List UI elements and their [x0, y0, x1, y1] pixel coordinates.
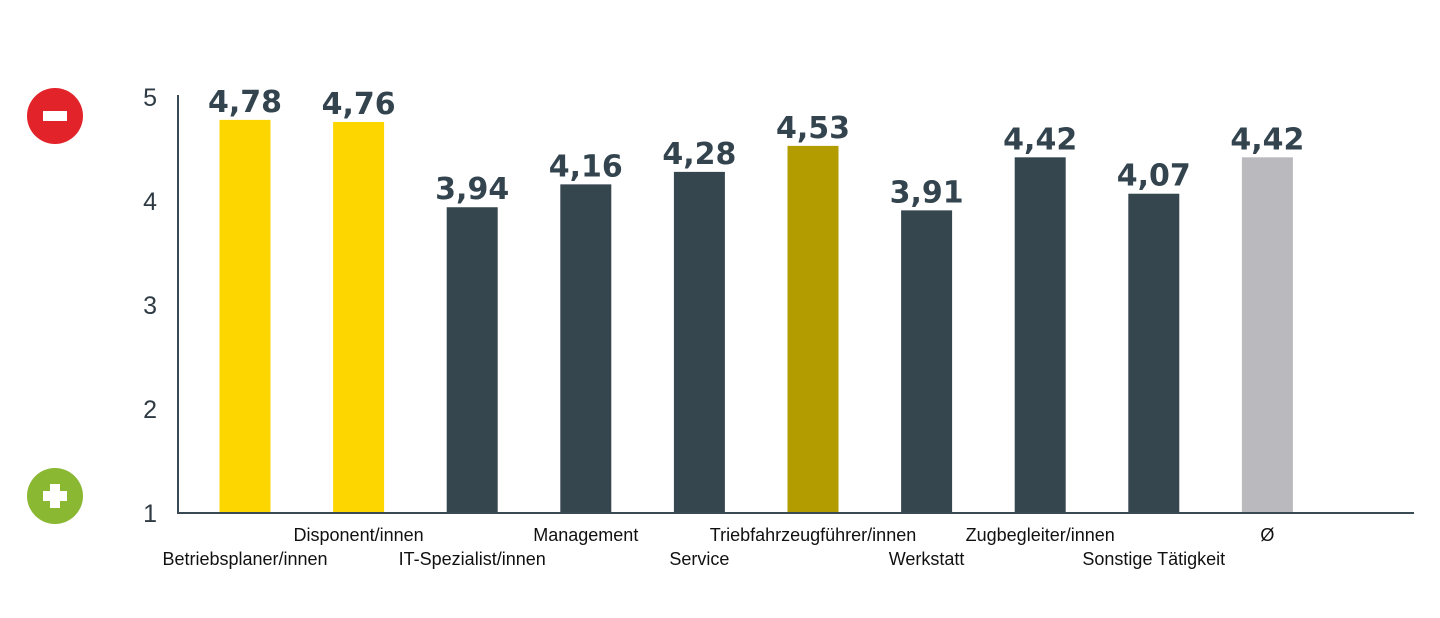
category-label: Service [669, 549, 729, 569]
bar [1128, 193, 1180, 513]
bar [1014, 157, 1066, 513]
value-label: 3,91 [890, 175, 964, 210]
category-label: Sonstige Tätigkeit [1082, 549, 1225, 569]
bar [560, 184, 612, 514]
category-label: Triebfahrzeugführer/innen [710, 525, 916, 545]
category-label: Zugbegleiter/innen [966, 525, 1115, 545]
category-label: Werkstatt [889, 549, 965, 569]
plus-icon [27, 468, 83, 524]
value-label: 4,07 [1117, 159, 1191, 194]
y-tick-label: 5 [143, 84, 157, 112]
bar [219, 119, 271, 513]
category-label: Betriebsplaner/innen [162, 549, 327, 569]
value-label: 4,76 [322, 87, 396, 122]
y-tick-label: 1 [143, 500, 157, 528]
value-labels: 4,78 4,76 3,94 4,16 4,28 4,53 3,91 4,42 4,07 4,42 [208, 85, 1304, 210]
bar [333, 121, 385, 514]
category-label: Management [533, 525, 638, 545]
y-tick-label: 4 [143, 188, 157, 216]
category-label: Disponent/innen [294, 525, 424, 545]
bar [787, 145, 839, 513]
bar [446, 207, 498, 514]
y-tick-label: 2 [143, 396, 157, 424]
minus-icon [27, 88, 83, 144]
bars [219, 119, 1293, 514]
category-label: IT-Spezialist/innen [399, 549, 546, 569]
y-axis-ticks: 1 2 3 4 5 [143, 84, 157, 528]
category-label: Ø [1260, 525, 1274, 545]
bar [673, 171, 725, 513]
value-label: 4,53 [776, 111, 850, 146]
category-labels: Betriebsplaner/innen Disponent/innen IT-Sp… [162, 525, 1274, 569]
value-label: 4,78 [208, 85, 282, 120]
value-label: 4,42 [1003, 122, 1077, 157]
value-label: 4,16 [549, 149, 623, 184]
value-label: 3,94 [435, 172, 509, 207]
bar [1241, 157, 1293, 513]
bar [901, 210, 953, 514]
y-tick-label: 3 [143, 292, 157, 320]
value-label: 4,42 [1230, 122, 1304, 157]
value-label: 4,28 [662, 137, 736, 172]
